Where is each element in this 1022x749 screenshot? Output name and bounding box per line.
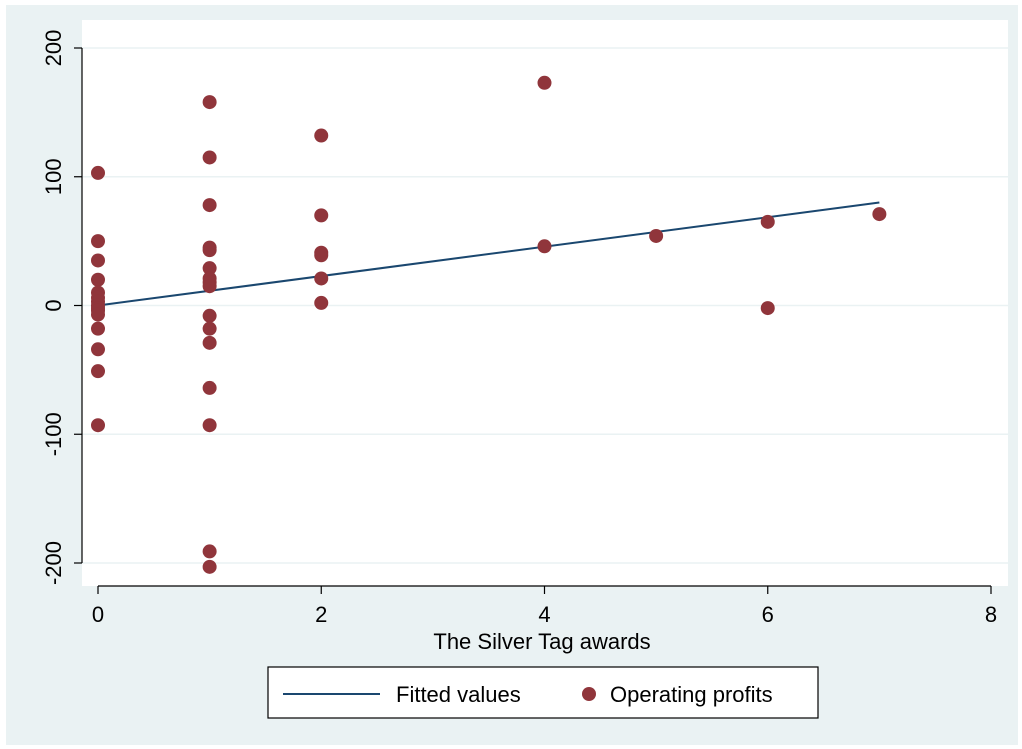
operating-profit-point [202,308,217,323]
legend-marker-swatch [582,687,596,701]
operating-profit-point [91,418,105,433]
operating-profit-point [537,239,552,254]
y-tick-label: -100 [41,412,66,456]
operating-profit-point [91,342,105,357]
legend-box [267,666,819,719]
y-tick-label: -200 [41,541,66,585]
legend-operating-label: Operating profits [610,682,773,707]
operating-profit-point [314,128,329,143]
operating-profit-point [202,243,217,258]
operating-profit-point [91,364,105,379]
operating-profit-point [91,253,105,268]
operating-profit-point [314,295,329,310]
axes: -200 -100 0 100 200 0 2 4 6 8 [41,30,997,627]
operating-profit-point [537,75,552,90]
x-tick-label: 4 [538,602,550,627]
operating-profit-point [202,559,217,574]
gridlines [82,47,1008,564]
x-tick-label: 6 [762,602,774,627]
operating-profit-point [91,321,105,336]
operating-profit-point [760,301,775,316]
plot-region-background [82,20,1008,586]
legend-fitted-label: Fitted values [396,682,521,707]
series-layer [91,75,887,574]
operating-profit-point [202,95,217,110]
y-tick-label: 0 [41,299,66,311]
operating-profit-point [314,248,329,263]
x-tick-label: 0 [92,602,104,627]
operating-profit-point [760,214,775,229]
operating-profit-point [202,150,217,165]
operating-profit-point [314,208,329,223]
operating-profit-point [202,380,217,395]
x-axis-title: The Silver Tag awards [433,629,650,654]
operating-profit-point [202,279,217,294]
y-tick-label: 200 [41,30,66,67]
operating-profit-point [202,198,217,213]
operating-profit-point [202,418,217,433]
operating-profit-point [91,272,105,287]
operating-profit-point [91,307,105,322]
legend: Fitted values Operating profits [267,666,819,719]
operating-profit-point [202,261,217,276]
x-tick-label: 2 [315,602,327,627]
operating-profit-point [91,165,105,180]
operating-profit-point [649,228,664,243]
y-tick-label: 100 [41,158,66,195]
fitted-values-line [97,201,880,307]
operating-profit-point [91,234,105,249]
operating-profit-point [202,335,217,350]
operating-profit-point [872,207,887,222]
operating-profit-point [314,271,329,286]
x-tick-label: 8 [985,602,997,627]
operating-profit-point [202,321,217,336]
operating-profit-point [202,544,217,559]
